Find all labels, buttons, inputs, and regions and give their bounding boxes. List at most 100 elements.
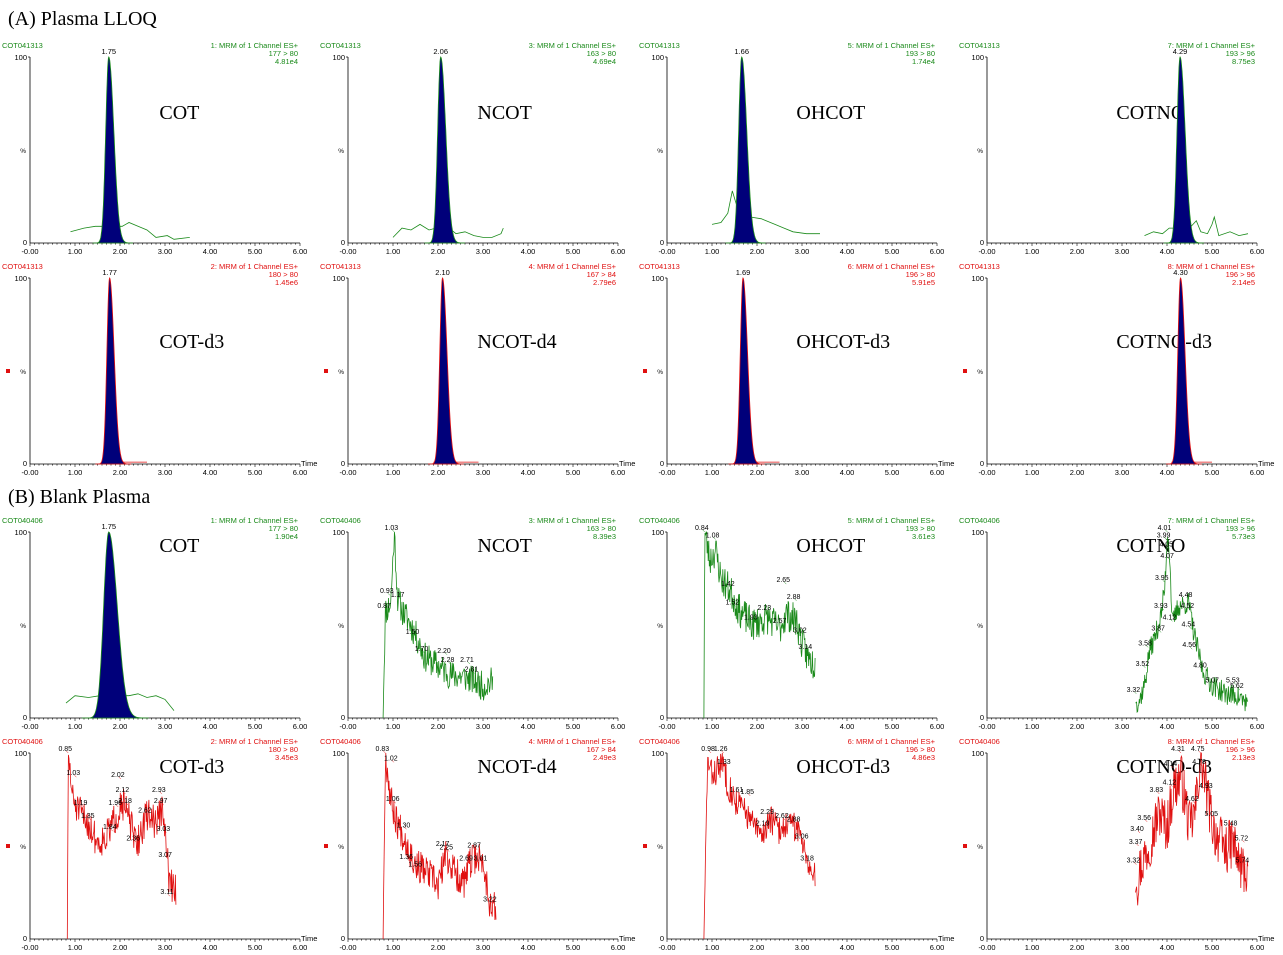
peak-rt-label: 1.35 xyxy=(81,813,95,820)
peak-rt-label: 3.40 xyxy=(1130,826,1144,833)
peak-rt-label: 1.85 xyxy=(740,789,754,796)
transition-label: 167 > 84 xyxy=(587,745,616,754)
peak-rt-label: 0.84 xyxy=(695,525,709,532)
noise-trace xyxy=(382,531,494,719)
intensity-label: 1.90e4 xyxy=(275,532,298,541)
compound-label: COTNO-d3 xyxy=(1116,331,1212,353)
x-tick-label: -0.00 xyxy=(658,722,675,731)
y-tick-label: 0 xyxy=(660,238,664,247)
peak-rt-label: 3.56 xyxy=(1137,815,1151,822)
peak-rt-label: 1.70 xyxy=(415,646,429,653)
peak-rt-label: 1.42 xyxy=(721,581,735,588)
y-axis-percent-label: % xyxy=(20,623,26,630)
x-tick-label: 2.00 xyxy=(431,468,446,477)
peak-rt-label: 3.02 xyxy=(793,627,807,634)
peak-rt-label: 2.88 xyxy=(787,594,801,601)
x-tick-label: 6.00 xyxy=(930,247,945,256)
peak-rt-label: 2.62 xyxy=(138,807,152,814)
x-tick-label: -0.00 xyxy=(339,722,356,731)
peak-rt-label: 3.18 xyxy=(800,856,814,863)
x-tick-label: 1.00 xyxy=(705,247,720,256)
compound-label: NCOT-d4 xyxy=(477,331,556,353)
x-tick-label: 1.00 xyxy=(1025,943,1040,952)
peak-rt-label: 2.28 xyxy=(441,657,455,664)
baseline-trace xyxy=(711,190,820,235)
x-tick-label: -0.00 xyxy=(21,722,38,731)
peak-rt-label: 1.61 xyxy=(730,787,744,794)
sample-id: COT041313 xyxy=(639,41,680,50)
peak-rt-label: 1.08 xyxy=(706,532,720,539)
peak-area xyxy=(1166,277,1202,465)
x-tick-label: 4.00 xyxy=(840,468,855,477)
transition-label: 163 > 80 xyxy=(587,524,616,533)
baseline-trace xyxy=(1144,215,1249,237)
x-tick-label: -0.00 xyxy=(658,468,675,477)
transition-label: 196 > 96 xyxy=(1226,745,1255,754)
peak-rt-label: 3.32 xyxy=(1127,687,1141,694)
sample-id: COT040406 xyxy=(639,516,680,525)
x-tick-label: 5.00 xyxy=(566,722,581,731)
x-tick-label: 4.00 xyxy=(521,247,536,256)
transition-label: 196 > 96 xyxy=(1226,270,1255,279)
peak-rt-label: 2.69 xyxy=(459,856,473,863)
peak-rt-label: 5.48 xyxy=(1224,820,1238,827)
x-tick-label: 2.00 xyxy=(750,722,765,731)
x-tick-label: 4.00 xyxy=(840,247,855,256)
compound-label: COT-d3 xyxy=(159,331,224,353)
x-tick-label: 4.00 xyxy=(1160,468,1175,477)
x-tick-label: -0.00 xyxy=(339,943,356,952)
peak-rt-label: 2.10 xyxy=(435,268,450,277)
y-tick-label: 0 xyxy=(660,713,664,722)
peak-rt-label: 1.17 xyxy=(391,592,405,599)
x-tick-label: -0.00 xyxy=(339,468,356,477)
peak-rt-label: 4.14 xyxy=(1163,761,1177,768)
x-tick-label: 2.00 xyxy=(431,247,446,256)
channel-marker xyxy=(324,369,328,373)
peak-rt-label: 1.50 xyxy=(406,629,420,636)
x-tick-label: -0.00 xyxy=(658,943,675,952)
noise-trace xyxy=(1135,752,1249,906)
transition-label: 196 > 80 xyxy=(906,745,935,754)
x-tick-label: 3.00 xyxy=(476,468,491,477)
sample-id: COT041313 xyxy=(320,262,361,271)
transition-label: 193 > 96 xyxy=(1226,49,1255,58)
y-tick-label: 0 xyxy=(341,459,345,468)
y-tick-label: 100 xyxy=(14,53,27,62)
peak-rt-label: 1.03 xyxy=(385,525,399,532)
y-tick-label: 100 xyxy=(14,749,27,758)
x-tick-label: 6.00 xyxy=(930,943,945,952)
channel-label: 7: MRM of 1 Channel ES+ xyxy=(1168,516,1256,525)
y-tick-label: 100 xyxy=(332,274,345,283)
peak-area xyxy=(81,531,149,719)
x-tick-label: 4.00 xyxy=(840,943,855,952)
peak-rt-label: 3.01 xyxy=(474,856,488,863)
x-tick-label: 4.00 xyxy=(521,722,536,731)
sample-id: COT041313 xyxy=(959,41,1000,50)
x-axis-title: Time xyxy=(301,934,317,943)
chromatogram-cotno-blank: COT040406 7: MRM of 1 Channel ES+193 > 96… xyxy=(959,516,1264,731)
y-tick-label: 100 xyxy=(971,53,984,62)
noise-trace xyxy=(382,752,497,940)
x-axis-title: Time xyxy=(301,459,317,468)
x-tick-label: 4.00 xyxy=(203,468,218,477)
intensity-label: 8.39e3 xyxy=(593,532,616,541)
peak-rt-label: 2.62 xyxy=(775,813,789,820)
x-tick-label: 3.00 xyxy=(795,722,810,731)
peak-rt-label: 2.81 xyxy=(465,666,479,673)
channel-label: 6: MRM of 1 Channel ES+ xyxy=(848,262,936,271)
peak-rt-label: 5.07 xyxy=(1205,678,1219,685)
channel-label: 1: MRM of 1 Channel ES+ xyxy=(211,41,299,50)
x-tick-label: 1.00 xyxy=(1025,468,1040,477)
peak-rt-label: 1.93 xyxy=(744,614,758,621)
peak-rt-label: 2.17 xyxy=(436,841,450,848)
peak-rt-label: 1.33 xyxy=(717,759,731,766)
peak-rt-label: 1.06 xyxy=(386,796,400,803)
x-tick-label: 3.00 xyxy=(1115,247,1130,256)
x-tick-label: 1.00 xyxy=(68,468,83,477)
peak-rt-label: 4.12 xyxy=(1163,779,1177,786)
transition-label: 193 > 80 xyxy=(906,524,935,533)
noise-trace xyxy=(1135,537,1249,714)
y-tick-label: 0 xyxy=(980,459,984,468)
y-axis-percent-label: % xyxy=(977,844,983,851)
peak-rt-label: 0.87 xyxy=(377,603,391,610)
